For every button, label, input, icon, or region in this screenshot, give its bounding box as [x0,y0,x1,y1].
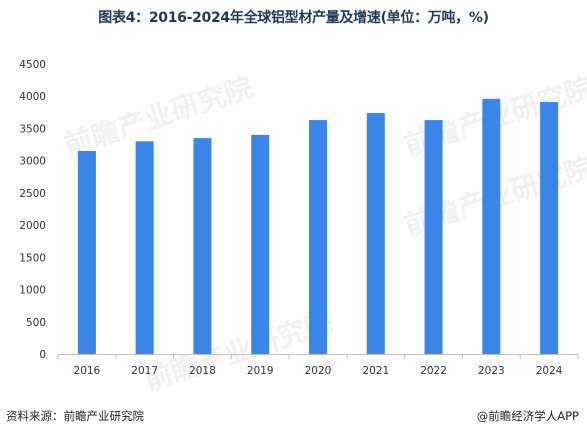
y-tick-label: 500 [26,317,46,329]
bar [482,98,501,354]
bar [540,102,559,355]
x-tick-label: 2022 [420,365,447,377]
bar [135,141,154,354]
y-tick-label: 2000 [19,220,46,232]
x-tick-label: 2020 [305,365,332,377]
y-tick-label: 3500 [19,123,46,135]
y-tick-label: 4000 [19,91,46,103]
bar [251,134,270,354]
y-tick-label: 0 [39,349,46,361]
x-tick-label: 2017 [131,365,158,377]
chart-title: 图表4：2016-2024年全球铝型材产量及增速(单位：万吨，%) [98,10,489,26]
bar [309,120,327,354]
x-tick-label: 2021 [362,365,389,377]
y-tick-label: 1000 [19,285,46,297]
y-tick-label: 1500 [19,252,46,264]
y-tick-label: 2500 [19,188,46,200]
bar [77,151,96,354]
brand-label: @前瞻经济学人APP [476,409,579,423]
y-tick-label: 4500 [19,59,46,71]
x-tick-label: 2024 [536,365,563,377]
x-tick-label: 2018 [189,365,216,377]
x-tick-label: 2023 [478,365,505,377]
bar [366,112,385,354]
bar [424,120,443,354]
bar [193,138,212,354]
source-note: 资料来源：前瞻产业研究院 [6,409,144,423]
y-tick-label: 3000 [19,156,46,168]
x-tick-label: 2016 [74,365,101,377]
x-tick-label: 2019 [247,365,274,377]
